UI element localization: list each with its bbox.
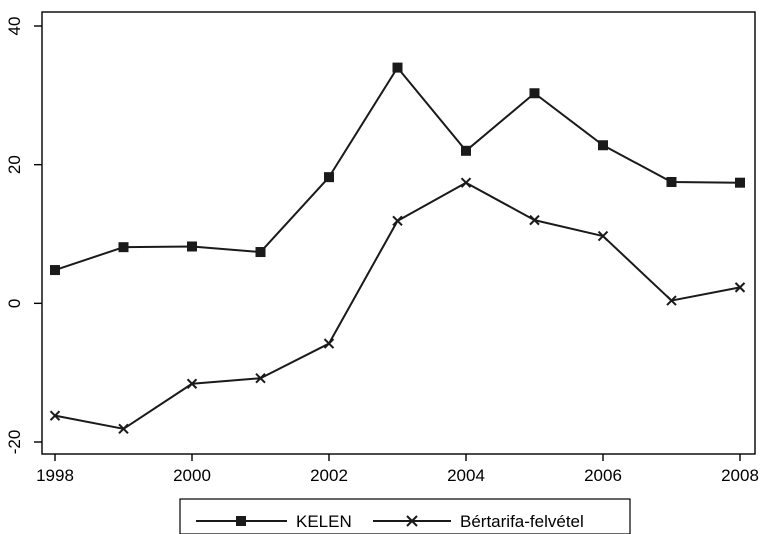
data-point [187,241,197,252]
data-point [734,282,746,293]
data-point [461,145,471,156]
y-tick-label: -20 [5,430,24,455]
series-0 [50,62,745,276]
data-point [460,177,472,188]
y-tick-label: 0 [5,299,24,308]
legend-marker-square [236,516,246,526]
data-point [666,177,677,187]
data-point [255,373,266,384]
series-1 [49,177,746,435]
data-point [529,214,540,226]
data-point [529,88,540,99]
y-axis: -20 0 20 40 [5,17,42,455]
data-point [323,338,335,349]
series-line-0 [54,66,741,272]
x-axis: 1998 2000 2002 2004 2006 2008 [36,454,759,485]
data-point [255,247,266,258]
plot-frame [41,11,756,455]
legend: KELEN Bértarifa-felvétel [179,498,631,534]
x-tick-label: 2000 [173,466,211,485]
data-point [597,230,609,242]
data-point [50,265,60,276]
series-layer [49,62,746,435]
data-point [324,172,334,183]
legend-label-bertarifa: Bértarifa-felvétel [460,512,584,531]
y-tick-label: 40 [5,17,24,36]
y-tick-label: 20 [5,155,24,174]
data-point [49,410,61,421]
data-point [735,177,745,188]
x-tick-label: 2002 [310,466,348,485]
x-tick-label: 2006 [584,466,622,485]
legend-marker-x [406,515,418,527]
data-point [666,295,677,306]
x-tick-label: 2004 [447,466,485,485]
x-tick-label: 2008 [721,466,759,485]
data-point [392,62,403,73]
data-point [118,423,129,435]
data-point [118,242,129,253]
data-point [186,378,198,389]
legend-label-kelen: KELEN [296,512,352,531]
data-point [392,215,403,227]
data-point [598,140,608,151]
x-tick-label: 1998 [36,466,74,485]
legend-box [179,498,631,534]
